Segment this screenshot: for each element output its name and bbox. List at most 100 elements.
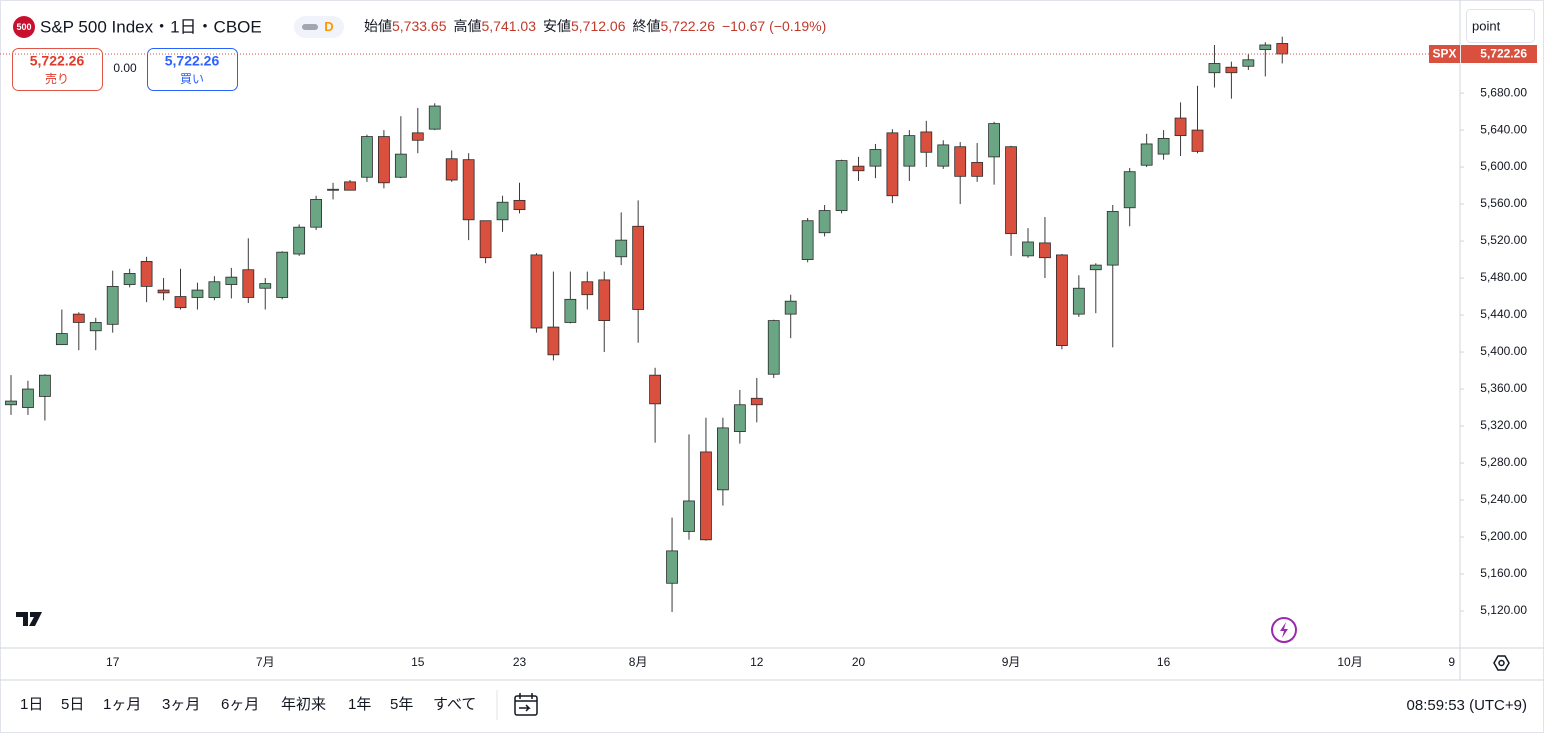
candle-body: [72, 313, 85, 323]
candle: [1089, 263, 1102, 314]
symbol-badge: [1429, 45, 1460, 64]
range-button[interactable]: 6ヶ月: [221, 696, 259, 713]
candle-body: [1242, 59, 1255, 67]
ohlc-value: 5,722.26: [661, 18, 716, 34]
candle-body: [920, 131, 933, 153]
range-button[interactable]: すべて: [433, 696, 476, 713]
candle-body: [157, 289, 170, 294]
settings-icon[interactable]: [1493, 655, 1510, 671]
x-tick-label: 20: [852, 655, 866, 669]
ohlc-value: 5,712.06: [571, 18, 626, 34]
candle: [1106, 204, 1119, 348]
y-tick-label: 5,400.00: [1480, 344, 1527, 358]
candle-body: [394, 153, 407, 178]
candle: [293, 224, 306, 256]
y-tick-label: 5,680.00: [1480, 85, 1527, 99]
candle-body: [954, 146, 967, 177]
y-tick-label: 5,360.00: [1480, 381, 1527, 395]
buy-price: 5,722.26: [165, 53, 220, 69]
ohlc-value: 5,733.65: [392, 18, 447, 34]
buy-button[interactable]: [147, 48, 238, 91]
candle: [1208, 44, 1221, 88]
candle: [818, 204, 831, 237]
candle-body: [293, 226, 306, 255]
candle: [428, 103, 441, 131]
range-button[interactable]: 3ヶ月: [162, 696, 200, 713]
candle-body: [801, 220, 814, 260]
candle-body: [191, 289, 204, 298]
x-tick-label: 16: [1157, 655, 1171, 669]
range-button[interactable]: 1ヶ月: [103, 696, 141, 713]
candle-body: [140, 261, 153, 287]
status-dot: [302, 24, 318, 30]
candle: [327, 182, 339, 200]
range-button[interactable]: 1日: [20, 696, 43, 713]
candle: [377, 130, 390, 189]
candle: [920, 120, 933, 168]
candle: [5, 375, 17, 415]
symbol-title[interactable]: S&P 500 Index・1日・CBOE: [40, 17, 262, 36]
range-button[interactable]: 5日: [61, 696, 84, 713]
candle-body: [259, 283, 272, 289]
candle: [801, 217, 814, 263]
candle-body: [513, 199, 526, 211]
candle-body: [1022, 241, 1034, 257]
candle-body: [784, 300, 797, 315]
candle-body: [1259, 44, 1272, 51]
candle-body: [1072, 287, 1085, 315]
candle: [700, 417, 712, 541]
candle-body: [361, 136, 373, 178]
y-tick-label: 5,200.00: [1480, 529, 1527, 543]
candle-body: [1056, 254, 1068, 346]
range-button[interactable]: 5年: [390, 696, 413, 713]
candle-body: [327, 188, 339, 191]
y-tick-label: 5,480.00: [1480, 270, 1527, 284]
settings-icon-hole: [1498, 659, 1505, 667]
y-tick-label: 5,520.00: [1480, 233, 1527, 247]
candle-body: [649, 374, 661, 405]
candle: [513, 182, 526, 214]
candle: [55, 309, 68, 346]
candle: [869, 143, 882, 179]
status-chip[interactable]: [294, 16, 344, 38]
x-tick-label: 23: [513, 655, 527, 669]
range-button[interactable]: 年初来: [281, 696, 326, 713]
candle: [411, 107, 424, 154]
candle: [1225, 61, 1238, 99]
candle: [191, 282, 204, 310]
alert-icon[interactable]: [1271, 617, 1297, 643]
candle-body: [683, 500, 695, 532]
range-button[interactable]: 1年: [348, 696, 371, 713]
scale-mode-box[interactable]: [1466, 9, 1535, 43]
candle: [632, 200, 645, 343]
ohlc-value: 5,741.03: [482, 18, 537, 34]
change: −10.67 (−0.19%): [722, 18, 826, 34]
ohlc-label: 終値: [633, 18, 661, 34]
scale-mode: point: [1472, 18, 1501, 33]
candle: [615, 212, 628, 266]
y-tick-label: 5,120.00: [1480, 603, 1527, 617]
candle: [784, 294, 797, 339]
y-tick-label: 5,160.00: [1480, 566, 1527, 580]
symbol-logo-text: 500: [16, 22, 31, 32]
candle-body: [55, 333, 68, 346]
candle-body: [445, 158, 458, 181]
x-tick-label: 8月: [629, 655, 648, 669]
x-tick-label: 12: [750, 655, 764, 669]
candle-body: [937, 144, 950, 167]
clock: 08:59:53 (UTC+9): [1407, 697, 1527, 714]
candle-body: [1208, 63, 1221, 74]
candle: [89, 317, 102, 351]
candle-body: [208, 281, 221, 298]
candle-body: [1089, 264, 1102, 271]
sell-button[interactable]: [12, 48, 103, 91]
candle: [39, 374, 51, 421]
candle: [564, 271, 577, 324]
date-range-icon[interactable]: [514, 693, 538, 716]
candle-body: [411, 132, 424, 141]
candle: [1191, 85, 1204, 154]
candle: [1056, 254, 1068, 350]
candle: [1072, 275, 1085, 317]
spread: 0.00: [113, 61, 137, 75]
